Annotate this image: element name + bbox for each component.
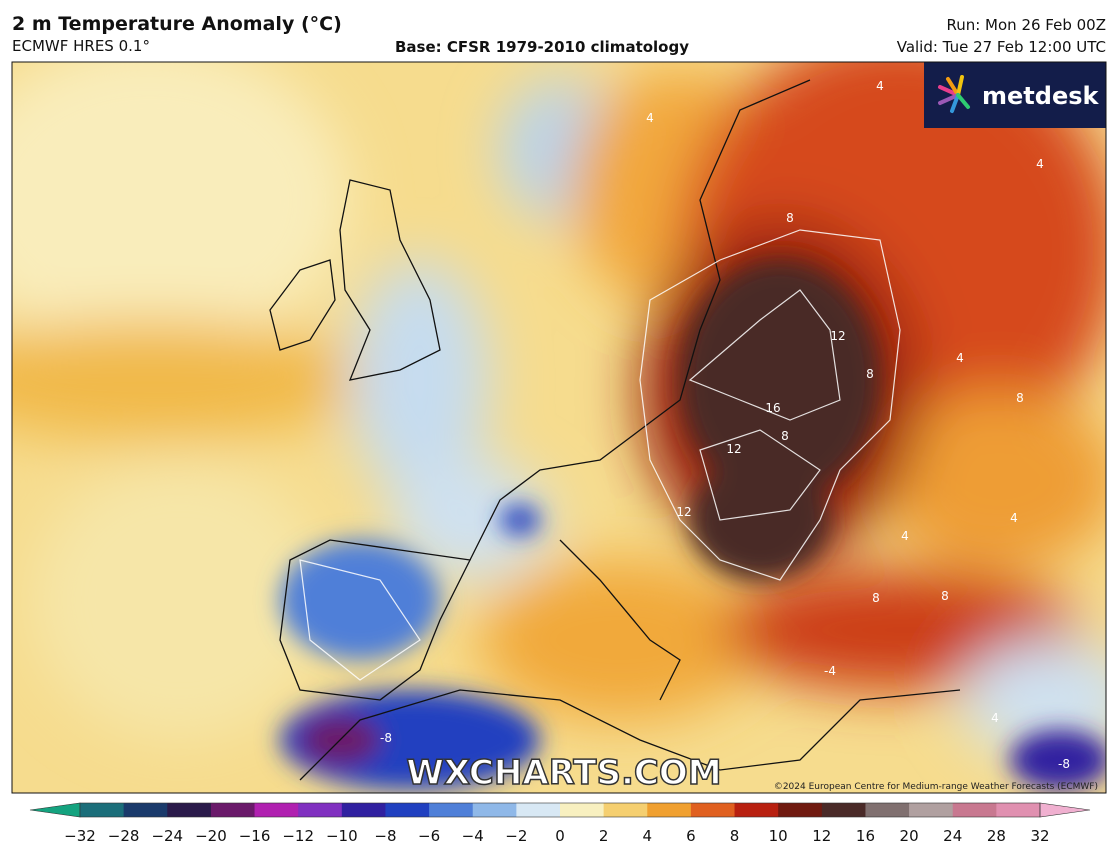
colorbar-cell xyxy=(254,803,299,817)
colorbar-label: −2 xyxy=(505,827,527,845)
colorbar-cell xyxy=(80,803,125,817)
colorbar-label: 0 xyxy=(555,827,565,845)
map: metdesk WXCHARTS.COM ©2024 European Cent… xyxy=(12,62,1106,793)
contour-label: 12 xyxy=(726,442,741,456)
colorbar-cell xyxy=(647,803,692,817)
colorbar-cell xyxy=(865,803,910,817)
colorbar-label: −8 xyxy=(374,827,396,845)
contour-label: 8 xyxy=(1016,391,1024,405)
contour-label: -8 xyxy=(1058,757,1070,771)
colorbar-label: −16 xyxy=(239,827,271,845)
watermark: WXCHARTS.COM xyxy=(406,753,721,793)
contour-label: 4 xyxy=(876,79,884,93)
colorbar-label: 6 xyxy=(686,827,696,845)
run: Run: Mon 26 Feb 00Z xyxy=(946,16,1106,34)
colorbar-cell xyxy=(821,803,866,817)
colorbar-cell xyxy=(996,803,1041,817)
valid: Valid: Tue 27 Feb 12:00 UTC xyxy=(897,38,1106,56)
colorbar-label: −6 xyxy=(418,827,440,845)
colorbar-cell xyxy=(210,803,256,817)
contour-label: 4 xyxy=(956,351,964,365)
map-frame xyxy=(11,61,1107,794)
colorbar-label: −12 xyxy=(282,827,314,845)
colorbar-label: 16 xyxy=(856,827,875,845)
contour-label: 4 xyxy=(991,711,999,725)
colorbar-label: 12 xyxy=(812,827,831,845)
colorbar-cell xyxy=(516,803,561,817)
logo: metdesk xyxy=(982,82,1100,110)
colorbar-label: −10 xyxy=(326,827,358,845)
colorbar-cell xyxy=(429,803,474,817)
colorbar-cell xyxy=(298,803,343,817)
colorbar-label: 20 xyxy=(900,827,919,845)
contour-label: 4 xyxy=(646,111,654,125)
colorbar-frame xyxy=(79,802,1041,818)
colorbar-cell xyxy=(167,803,212,817)
contour-label: 16 xyxy=(765,401,780,415)
contour-label: 4 xyxy=(901,529,909,543)
colorbar-cell xyxy=(472,803,517,817)
colorbar-cell xyxy=(690,803,736,817)
colorbar-label: −4 xyxy=(462,827,484,845)
colorbar-cell xyxy=(909,803,954,817)
colorbar-label: 8 xyxy=(730,827,740,845)
colorbar-cell xyxy=(603,803,648,817)
colorbar-label: 2 xyxy=(599,827,609,845)
colorbar-label: −24 xyxy=(151,827,183,845)
copyright: ©2024 European Centre for Medium-range W… xyxy=(774,782,1098,792)
contour-label: 8 xyxy=(941,589,949,603)
colorbar-cell xyxy=(952,803,997,817)
contour-label: 8 xyxy=(786,211,794,225)
colorbar-cell xyxy=(778,803,823,817)
colorbar-label: 28 xyxy=(987,827,1006,845)
colorbar-cell xyxy=(560,803,605,817)
colorbar-label: −20 xyxy=(195,827,227,845)
contour-label: 8 xyxy=(866,367,874,381)
title: 2 m Temperature Anomaly (°C) xyxy=(12,13,342,35)
colorbar-label: 24 xyxy=(943,827,962,845)
colorbar-extension xyxy=(1039,802,1091,818)
contour-label: 8 xyxy=(781,429,789,443)
contour-label: -4 xyxy=(824,664,836,678)
colorbar-label: 32 xyxy=(1030,827,1049,845)
colorbar-cell xyxy=(734,803,779,817)
model: ECMWF HRES 0.1° xyxy=(12,37,150,55)
colorbar-cell xyxy=(341,803,386,817)
base: Base: CFSR 1979-2010 climatology xyxy=(395,38,689,56)
colorbar-label: −28 xyxy=(108,827,140,845)
colorbar-cell xyxy=(385,803,430,817)
contour-label: -8 xyxy=(380,731,392,745)
contour-label: 8 xyxy=(872,591,880,605)
contour-label: 12 xyxy=(676,505,691,519)
contour-label: 12 xyxy=(830,329,845,343)
contour-label: 4 xyxy=(1010,511,1018,525)
contour-label: 4 xyxy=(1036,157,1044,171)
colorbar-label: 10 xyxy=(769,827,788,845)
colorbar-label: 4 xyxy=(642,827,652,845)
colorbar-label: −32 xyxy=(64,827,96,845)
colorbar-extension xyxy=(29,802,81,818)
colorbar-cell xyxy=(123,803,168,817)
